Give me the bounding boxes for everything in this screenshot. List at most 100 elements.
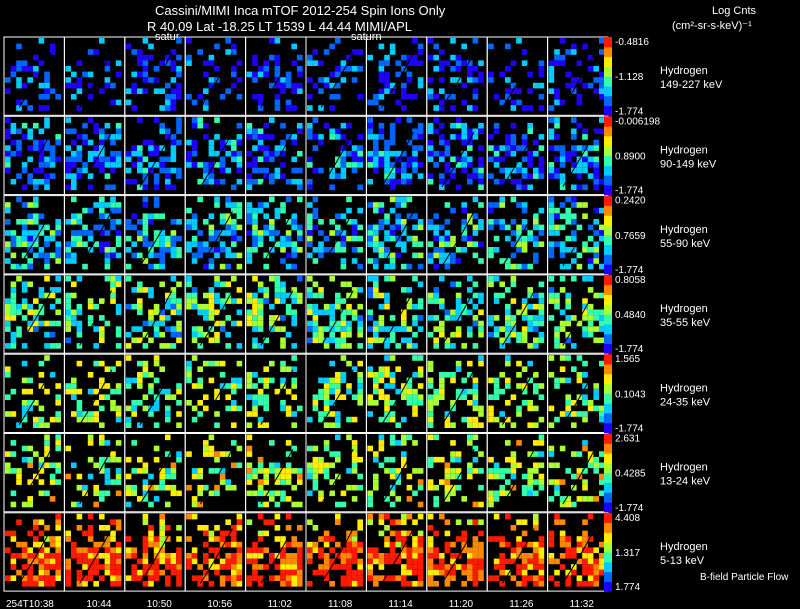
heatmap-cell [516, 569, 522, 576]
heatmap-cell [444, 258, 451, 264]
heatmap-cell [488, 377, 494, 384]
heatmap-cell [263, 405, 269, 412]
colorbar-step [604, 153, 612, 156]
heatmap-cell [93, 501, 99, 508]
heatmap-cell [450, 451, 456, 457]
heatmap-cell [142, 60, 149, 66]
heatmap-cell [527, 320, 533, 327]
heatmap-cell [49, 173, 56, 179]
heatmap-cell [142, 54, 149, 61]
heatmap-cell [340, 150, 347, 157]
heatmap-cell [38, 383, 45, 389]
heatmap-cell [478, 530, 484, 537]
heatmap-cell [236, 575, 243, 581]
heatmap-cell [137, 383, 143, 389]
heatmap-cell [427, 575, 434, 581]
heatmap-cell [203, 167, 209, 174]
heatmap-cell [99, 128, 105, 135]
heatmap-cell [71, 553, 77, 559]
heatmap-cell [417, 530, 424, 537]
heatmap-cell [274, 326, 281, 332]
heatmap-cell [285, 473, 292, 480]
heatmap-panel [63, 36, 126, 116]
heatmap-cell [505, 558, 511, 565]
heatmap-cell [170, 150, 177, 157]
heatmap-cell [378, 60, 385, 66]
heatmap-cell [406, 156, 413, 163]
heatmap-cell [137, 145, 143, 151]
heatmap-cell [257, 547, 264, 553]
heatmap-cell [554, 326, 560, 332]
heatmap-cell [236, 122, 243, 129]
heatmap-cell [373, 383, 379, 389]
heatmap-cell [33, 525, 39, 531]
heatmap-cell [335, 94, 341, 100]
heatmap-cell [137, 230, 143, 236]
heatmap-cell [131, 564, 137, 570]
field-line [441, 131, 475, 188]
heatmap-cell [186, 247, 192, 253]
heatmap-cell [472, 377, 479, 384]
heatmap-panel [547, 353, 609, 434]
heatmap-cell [44, 235, 50, 242]
colorbar-step [604, 460, 612, 464]
heatmap-cell [176, 139, 182, 146]
heatmap-cell [137, 456, 143, 463]
heatmap-cell [488, 405, 494, 412]
colorbar-step [604, 244, 612, 247]
heatmap-cell [99, 383, 105, 389]
heatmap-cell [65, 575, 71, 581]
heatmap-cell [257, 128, 264, 135]
heatmap-cell [246, 309, 253, 316]
heatmap-cell [417, 355, 424, 361]
heatmap-cell [527, 122, 533, 129]
colorbar-step [604, 494, 612, 497]
heatmap-cell [219, 156, 226, 163]
heatmap-cell [115, 519, 122, 525]
colorbar-step [604, 107, 612, 110]
heatmap-cell [21, 167, 28, 174]
heatmap-cell [478, 71, 484, 78]
heatmap-cell [538, 162, 545, 168]
heatmap-cell [433, 224, 439, 231]
colorbar-step [604, 262, 612, 265]
heatmap-cell [214, 337, 220, 344]
heatmap-cell [499, 202, 505, 208]
field-line [79, 131, 113, 188]
heatmap-panel [3, 195, 65, 275]
heatmap-cell [99, 241, 105, 247]
heatmap-cell [38, 213, 45, 219]
heatmap-cell [291, 343, 297, 349]
heatmap-cell [389, 473, 396, 480]
heatmap-cell [335, 343, 341, 349]
heatmap-cell [516, 547, 522, 553]
heatmap-cell [197, 331, 203, 338]
heatmap-cell [565, 400, 571, 406]
heatmap-cell [329, 536, 335, 542]
heatmap-cell [576, 224, 583, 231]
heatmap-cell [236, 377, 243, 384]
heatmap-cell [5, 202, 11, 208]
heatmap-cell [412, 388, 418, 395]
heatmap-cell [538, 82, 545, 89]
heatmap-cell [384, 252, 390, 259]
heatmap-cell [246, 473, 253, 480]
heatmap-cell [71, 315, 77, 321]
heatmap-cell [165, 105, 171, 111]
colorbar-step [604, 264, 612, 267]
colorbar-step [604, 319, 612, 323]
heatmap-panel [124, 36, 186, 116]
heatmap-cell [16, 196, 22, 203]
heatmap-cell [510, 422, 517, 428]
heatmap-cell [231, 553, 237, 559]
heatmap-cell [427, 553, 434, 559]
heatmap-cell [76, 360, 83, 367]
heatmap-cell [417, 77, 424, 83]
heatmap-cell [450, 331, 456, 338]
heatmap-cell [499, 468, 505, 474]
heatmap-cell [461, 309, 467, 316]
heatmap-cell [412, 252, 418, 259]
heatmap-cell [99, 360, 105, 367]
heatmap-cell [401, 416, 407, 423]
heatmap-cell [389, 263, 396, 270]
